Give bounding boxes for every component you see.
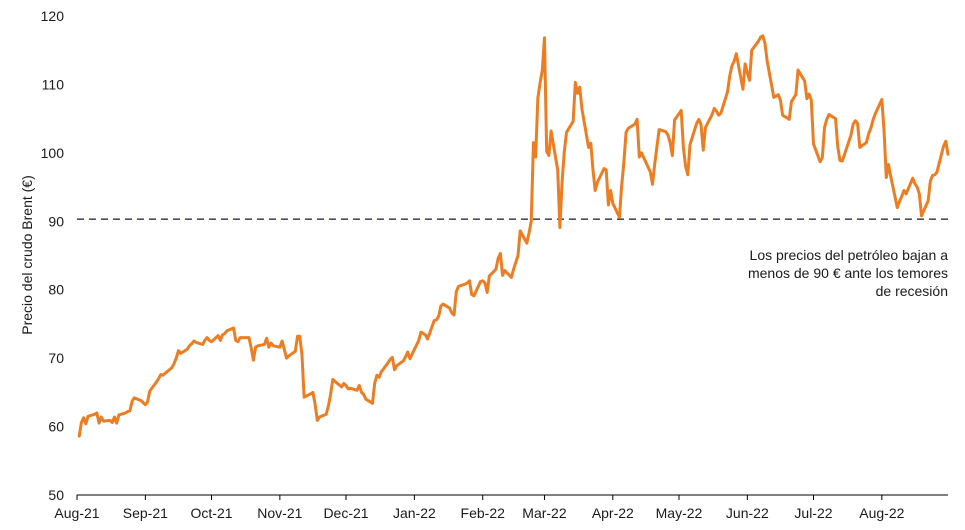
y-tick-label-90: 90 — [48, 213, 64, 229]
y-tick-label-80: 80 — [48, 282, 64, 298]
annotation-line: menos de 90 € ante los temores — [748, 265, 948, 281]
y-tick-label-50: 50 — [48, 487, 64, 503]
x-tick-label-Aug-22: Aug-22 — [859, 505, 904, 521]
y-tick-label-70: 70 — [48, 350, 64, 366]
x-tick-label-Aug-21: Aug-21 — [54, 505, 99, 521]
x-tick-label-Apr-22: Apr-22 — [592, 505, 634, 521]
y-tick-label-110: 110 — [42, 76, 65, 92]
x-tick-label-Mar-22: Mar-22 — [522, 505, 567, 521]
x-tick-label-Sep-21: Sep-21 — [123, 505, 168, 521]
x-tick-label-Dec-21: Dec-21 — [323, 505, 368, 521]
annotation-line: de recesión — [876, 283, 948, 299]
x-tick-label-Jul-22: Jul-22 — [794, 505, 832, 521]
x-tick-label-Feb-22: Feb-22 — [461, 505, 506, 521]
x-tick-label-Jan-22: Jan-22 — [393, 505, 436, 521]
recession-annotation: Los precios del petróleo bajan a menos de… — [748, 247, 948, 299]
x-tick-label-Jun-22: Jun-22 — [726, 505, 769, 521]
y-tick-label-100: 100 — [41, 145, 65, 161]
y-tick-label-120: 120 — [41, 8, 65, 24]
y-axis-title: Precio del crudo Brent (€) — [19, 175, 35, 335]
x-tick-label-Nov-21: Nov-21 — [257, 505, 302, 521]
y-axis: 50 60 70 80 90 100 110 120 — [41, 8, 65, 503]
x-axis: Aug-21 Sep-21 Oct-21 Nov-21 Dec-21 Jan-22 Feb-… — [54, 494, 948, 521]
x-tick-label-May-22: May-22 — [656, 505, 703, 521]
annotation-line: Los precios del petróleo bajan a — [750, 247, 949, 263]
brent-price-series-line — [77, 34, 950, 438]
y-tick-label-60: 60 — [48, 419, 64, 435]
x-tick-label-Oct-21: Oct-21 — [191, 505, 233, 521]
